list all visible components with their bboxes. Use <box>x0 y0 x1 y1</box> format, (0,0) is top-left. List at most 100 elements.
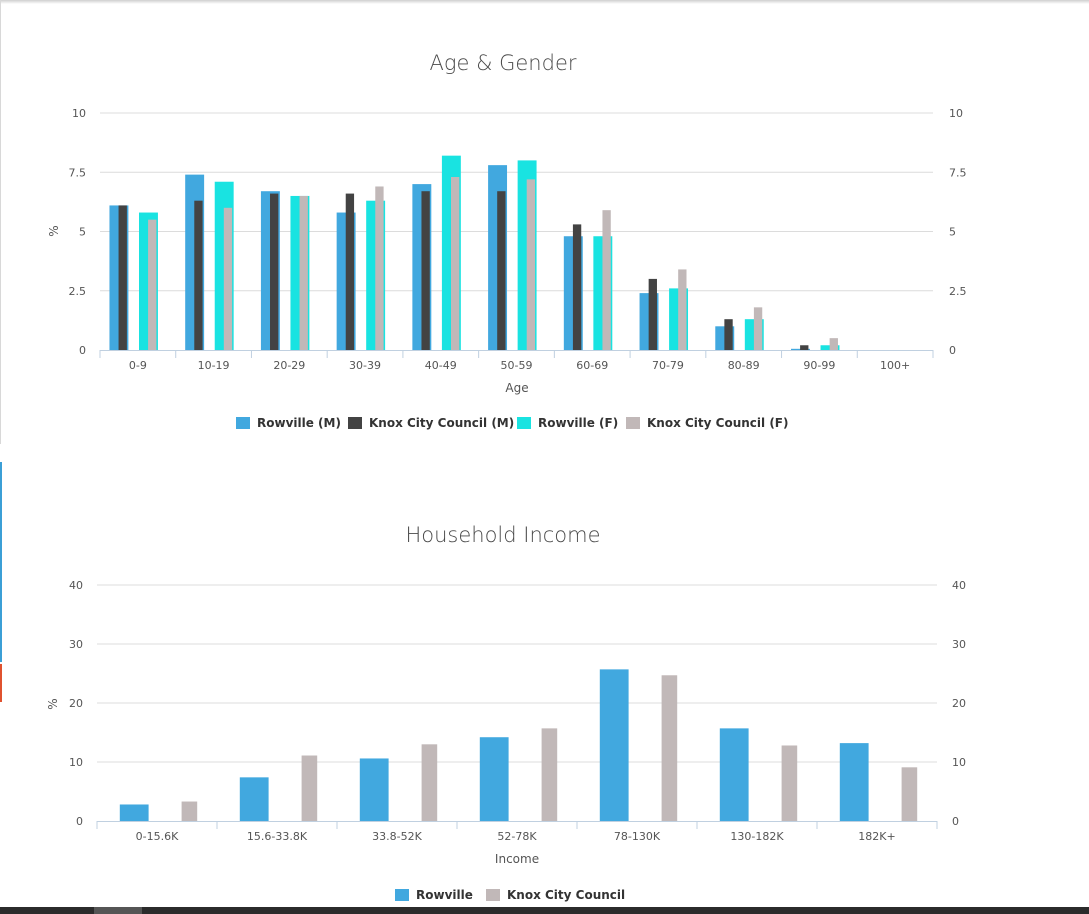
bar-knox[interactable] <box>421 744 438 821</box>
bar-knox-f[interactable] <box>602 210 611 350</box>
y-tick-label-right: 7.5 <box>949 166 967 179</box>
x-tick-label: 10-19 <box>198 359 230 372</box>
x-tick-label: 0-15.6K <box>136 830 179 843</box>
age-gender-chart: Age & Gender 0 2.5 5 7.5 10 0 2.5 5 7.5 10 % 0-9… <box>47 51 967 430</box>
bar-knox[interactable] <box>661 675 678 821</box>
y-tick-label: 5 <box>79 226 86 239</box>
y-tick-label-right: 10 <box>949 107 963 120</box>
bar-rowville[interactable] <box>119 804 149 821</box>
bar-rowville[interactable] <box>479 737 509 821</box>
x-tick-label: 100+ <box>880 359 910 372</box>
bar-knox-m[interactable] <box>497 191 506 350</box>
y-tick-label: 0 <box>76 815 83 828</box>
left-edge-accent-blue <box>0 462 2 662</box>
x-axis <box>96 821 938 829</box>
x-tick-label: 182K+ <box>858 830 895 843</box>
legend-swatch <box>348 417 362 429</box>
x-axis-title: Income <box>495 852 539 866</box>
legend-swatch <box>626 417 640 429</box>
bar-rowville[interactable] <box>359 758 389 821</box>
x-tick-label: 70-79 <box>652 359 684 372</box>
legend-label[interactable]: Knox City Council (M) <box>369 416 514 430</box>
bar-knox-m[interactable] <box>194 200 203 350</box>
legend-label[interactable]: Knox City Council <box>507 888 625 902</box>
legend-label[interactable]: Rowville (F) <box>538 416 618 430</box>
bar-rowville[interactable] <box>719 728 749 821</box>
bar-knox-f[interactable] <box>526 179 536 350</box>
x-tick-label: 78-130K <box>614 830 661 843</box>
x-tick-label: 30-39 <box>349 359 381 372</box>
bar-knox-f[interactable] <box>223 207 233 350</box>
bar-knox-f[interactable] <box>678 269 687 350</box>
bar-knox[interactable] <box>301 755 318 821</box>
y-tick-label-right: 0 <box>949 344 956 357</box>
y-tick-label-right: 2.5 <box>949 285 967 298</box>
left-edge-divider <box>0 0 1 444</box>
bar-rowville[interactable] <box>599 669 629 821</box>
y-tick-label: 0 <box>79 344 86 357</box>
x-axis <box>99 350 934 358</box>
y-tick-label-right: 10 <box>952 756 966 769</box>
bar-rowville[interactable] <box>239 777 269 821</box>
y-tick-label: 7.5 <box>69 166 87 179</box>
bottom-bar <box>0 907 1089 914</box>
bar-knox-f[interactable] <box>148 219 157 350</box>
x-axis-ticks: 0-9 10-19 20-29 30-39 40-49 50-59 60-69 70-79 80… <box>129 359 910 372</box>
legend: Rowville (M) Knox City Council (M) Rowvill… <box>236 416 788 430</box>
y-tick-label-right: 0 <box>952 815 959 828</box>
x-tick-label: 90-99 <box>803 359 835 372</box>
household-income-chart: Household Income 0 10 20 30 40 0 10 20 30 40 % 0… <box>46 523 966 902</box>
y-axis-title: % <box>46 698 60 709</box>
legend-swatch <box>395 889 409 901</box>
x-tick-label: 0-9 <box>129 359 147 372</box>
x-tick-label: 130-182K <box>730 830 784 843</box>
bar-knox-m[interactable] <box>724 319 733 350</box>
y-tick-label: 10 <box>69 756 83 769</box>
y-tick-label: 40 <box>69 579 83 592</box>
bar-knox[interactable] <box>901 767 918 821</box>
legend-label[interactable]: Rowville (M) <box>257 416 341 430</box>
legend: Rowville Knox City Council <box>395 888 625 902</box>
bar-knox[interactable] <box>781 745 798 821</box>
legend-swatch <box>486 889 500 901</box>
bar-knox[interactable] <box>541 728 558 821</box>
chart-title: Age & Gender <box>430 51 577 75</box>
bar-knox-m[interactable] <box>800 345 809 350</box>
bar-knox[interactable] <box>181 801 198 821</box>
y-axis-left-ticks: 0 2.5 5 7.5 10 <box>69 107 87 357</box>
bar-knox-m[interactable] <box>421 191 430 350</box>
bar-knox-f[interactable] <box>829 338 838 350</box>
y-axis-title: % <box>47 225 61 236</box>
y-tick-label: 10 <box>72 107 86 120</box>
x-tick-label: 50-59 <box>501 359 533 372</box>
chart-title: Household Income <box>405 523 600 547</box>
legend-swatch <box>517 417 531 429</box>
bar-knox-f[interactable] <box>375 186 384 350</box>
bar-knox-m[interactable] <box>648 278 657 350</box>
x-tick-label: 60-69 <box>576 359 608 372</box>
y-axis-right-ticks: 0 10 20 30 40 <box>952 579 966 828</box>
legend-swatch <box>236 417 250 429</box>
x-tick-label: 80-89 <box>728 359 760 372</box>
y-tick-label: 2.5 <box>69 285 87 298</box>
bar-knox-f[interactable] <box>450 176 460 350</box>
bar-knox-m[interactable] <box>270 193 279 350</box>
x-axis-title: Age <box>505 381 528 395</box>
bar-knox-m[interactable] <box>572 224 582 350</box>
x-tick-label: 52-78K <box>497 830 537 843</box>
bars <box>109 155 840 350</box>
legend-label[interactable]: Rowville <box>416 888 473 902</box>
bar-knox-f[interactable] <box>753 307 763 350</box>
x-tick-label: 15.6-33.8K <box>247 830 308 843</box>
bar-knox-m[interactable] <box>345 193 355 350</box>
bar-knox-f[interactable] <box>299 195 308 350</box>
bar-rowville[interactable] <box>839 743 869 821</box>
gridlines <box>100 112 933 292</box>
y-tick-label: 30 <box>69 638 83 651</box>
bar-knox-m[interactable] <box>118 205 127 350</box>
legend-label[interactable]: Knox City Council (F) <box>647 416 788 430</box>
y-tick-label-right: 40 <box>952 579 966 592</box>
bottom-bar-tab <box>94 907 142 914</box>
bars <box>119 669 918 821</box>
x-tick-label: 40-49 <box>425 359 457 372</box>
